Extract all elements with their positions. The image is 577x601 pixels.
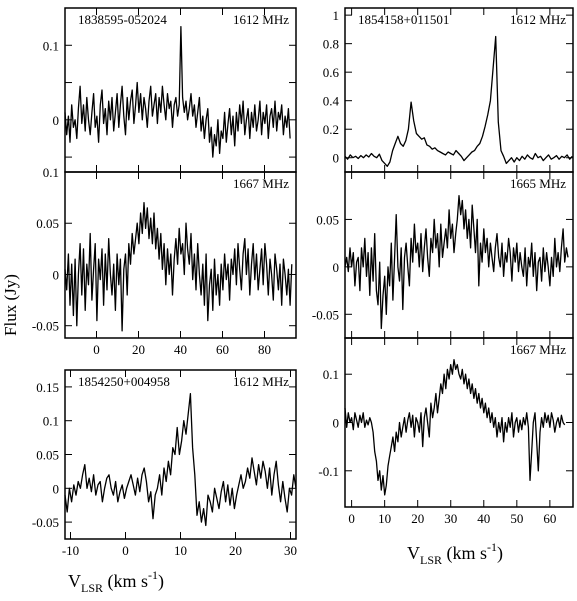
x-tick-label: 30 [444,511,457,526]
panel-frame [64,369,297,540]
source-label: 1838595-052024 [78,12,167,27]
frequency-label: 1667 MHz [233,176,289,191]
panel-frame [344,7,574,173]
y-tick-label: -0.05 [32,319,59,334]
y-tick-label: 0.8 [323,37,339,52]
y-tick-label: 0.1 [43,165,59,180]
spectrum-trace [64,393,297,527]
spectrum-trace [344,35,573,167]
y-tick-label: 0.05 [36,216,59,231]
x-tick-label: 20 [411,511,424,526]
frequency-label: 1612 MHz [510,12,566,27]
panel-1: 0 0.1 1838595-052024 1612 MHz [43,7,297,173]
source-label: 1854158+011501 [358,12,449,27]
y-tick-label: 0.05 [316,212,339,227]
frequency-label: 1612 MHz [233,374,289,389]
y-tick-label: 0 [53,113,60,128]
frequency-label: 1665 MHz [510,176,566,191]
panel-2: -0.05 0 0.05 0.1 0 20 40 60 80 1667 MHz [32,165,297,357]
panel-frame [344,337,574,508]
y-tick-label: -0.1 [318,464,339,479]
y-tick-label: 0.1 [43,414,59,429]
y-tick-label: 0 [53,481,60,496]
x-tick-label: 60 [543,511,556,526]
panel-6: -0.1 0 0.1 0 10 20 30 40 50 60 1667 MHz [318,337,574,526]
x-tick-label: 40 [477,511,490,526]
y-tick-label: 0.2 [323,122,339,137]
x-tick-label: 30 [284,543,297,558]
y-tick-label: -0.05 [312,307,339,322]
y-tick-label: 0.6 [323,65,340,80]
y-tick-label: 0 [53,267,60,282]
source-label: 1854250+004958 [78,374,170,389]
x-tick-label: -10 [62,543,79,558]
spectrum-trace [64,202,293,332]
x-tick-label: 20 [132,342,145,357]
y-tick-label: 0.15 [36,380,59,395]
frequency-label: 1612 MHz [233,12,289,27]
x-tick-label: 10 [174,543,187,558]
x-tick-label: 0 [93,342,100,357]
frequency-label: 1667 MHz [510,342,566,357]
y-tick-label: 0 [333,151,340,166]
y-tick-label: 0 [333,416,340,431]
x-tick-label: 20 [229,543,242,558]
x-tick-label: 0 [122,543,129,558]
panel-3: -0.05 0 0.05 0.1 0.15 -10 0 10 20 30 1854250+00495… [32,369,297,558]
spectrum-trace [64,25,291,158]
spectrum-trace [344,359,566,496]
y-tick-label: 0.1 [43,38,59,53]
panel-5: -0.05 0 0.05 1665 MHz [312,171,574,339]
y-tick-label: 0 [333,260,340,275]
y-tick-label: 0.4 [323,94,340,109]
x-tick-label: 0 [348,511,355,526]
x-tick-label: 60 [216,342,229,357]
x-tick-label: 40 [174,342,187,357]
x-tick-label: 80 [258,342,271,357]
x-tick-label: 10 [378,511,391,526]
x-axis-label-left: VLSR (km s-1) [68,568,164,595]
y-axis-label: Flux (Jy) [1,274,20,336]
spectrum-trace [344,195,569,330]
y-tick-label: 0.1 [323,367,339,382]
y-tick-label: 1 [333,8,340,23]
y-tick-label: -0.05 [32,515,59,530]
x-tick-label: 50 [510,511,523,526]
x-axis-label-right: VLSR (km s-1) [407,540,503,567]
panel-4: 0 0.2 0.4 0.6 0.8 1 1854158+011501 1612 MHz [323,7,574,173]
y-tick-label: 0.05 [36,448,59,463]
